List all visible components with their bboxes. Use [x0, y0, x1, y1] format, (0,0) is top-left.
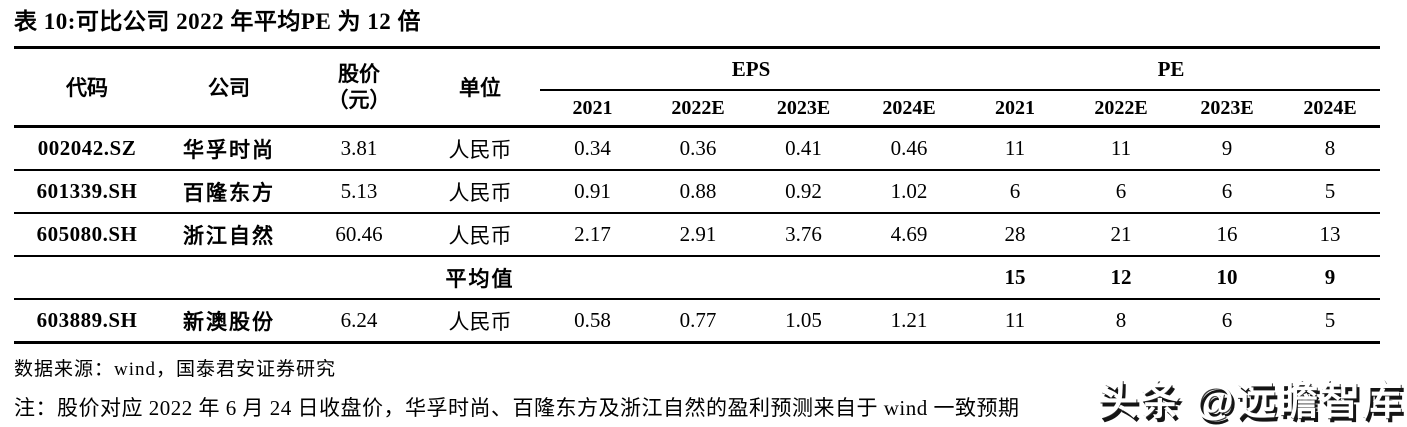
- cell-avg-pe-2024e: 9: [1324, 265, 1336, 289]
- cell-company: 百隆东方: [183, 180, 275, 205]
- col-group-eps: EPS: [540, 47, 963, 91]
- table-row-xinao: 603889.SH 新澳股份 6.24 人民币 0.58 0.77 1.05 1…: [14, 299, 1381, 343]
- cell-eps-2022e: 0.88: [679, 179, 717, 203]
- cell-eps-2021: 0.91: [574, 179, 611, 203]
- cell-empty: [298, 256, 420, 299]
- col-group-pe: PE: [962, 47, 1381, 91]
- cell-eps-2024e: 4.69: [890, 222, 928, 246]
- table-row-bailong: 601339.SH 百隆东方 5.13 人民币 0.91 0.88 0.92 1…: [14, 170, 1381, 213]
- comparable-companies-table: 代码 公司 股价 （元） 单位 EPS PE 2021 2022E 2023E …: [14, 46, 1381, 344]
- cell-unit: 人民币: [448, 137, 512, 162]
- col-header-pe-2022e: 2022E: [1068, 90, 1175, 128]
- cell-unit: 人民币: [448, 223, 512, 248]
- cell-code: 603889.SH: [36, 308, 138, 332]
- header-group-row: 代码 公司 股价 （元） 单位 EPS PE: [14, 47, 1381, 128]
- cell-code: 605080.SH: [36, 222, 138, 246]
- cell-pe-2024e: 13: [1319, 222, 1341, 246]
- cell-eps-2024e: 1.02: [890, 179, 928, 203]
- cell-empty: [856, 256, 962, 299]
- cell-pe-2023e: 6: [1221, 179, 1233, 203]
- cell-price: 6.24: [340, 308, 378, 332]
- cell-pe-2022e: 6: [1115, 179, 1127, 203]
- cell-company: 新澳股份: [183, 309, 275, 334]
- cell-eps-2024e: 1.21: [890, 308, 928, 332]
- col-header-price: 股价 （元）: [298, 47, 420, 128]
- cell-unit: 人民币: [448, 309, 512, 334]
- cell-eps-2022e: 0.77: [679, 308, 717, 332]
- cell-pe-2024e: 5: [1324, 179, 1336, 203]
- cell-pe-2021: 6: [1009, 179, 1021, 203]
- cell-pe-2023e: 16: [1216, 222, 1238, 246]
- cell-pe-2021: 11: [1004, 308, 1026, 332]
- cell-empty: [14, 256, 160, 299]
- cell-code: 002042.SZ: [37, 136, 137, 160]
- cell-company: 浙江自然: [183, 223, 275, 248]
- cell-eps-2023e: 0.92: [785, 179, 822, 203]
- cell-pe-2023e: 9: [1221, 136, 1233, 160]
- cell-price: 60.46: [335, 222, 383, 246]
- cell-empty: [751, 256, 856, 299]
- cell-pe-2021: 28: [1004, 222, 1026, 246]
- col-header-price-line1: 股价: [338, 62, 380, 86]
- cell-eps-2022e: 2.91: [679, 222, 717, 246]
- cell-company: 华孚时尚: [183, 137, 275, 162]
- table-row-huafu: 002042.SZ 华孚时尚 3.81 人民币 0.34 0.36 0.41 0…: [14, 127, 1381, 170]
- col-header-pe-2024e: 2024E: [1280, 90, 1381, 128]
- col-header-eps-2023e: 2023E: [751, 90, 856, 128]
- cell-empty: [540, 256, 645, 299]
- cell-pe-2023e: 6: [1221, 308, 1233, 332]
- col-header-pe-2021: 2021: [962, 90, 1069, 128]
- col-header-pe-2023e: 2023E: [1174, 90, 1281, 128]
- cell-unit: 人民币: [448, 180, 512, 205]
- cell-average-label: 平均值: [445, 266, 515, 291]
- table-row-average: 平均值 15 12 10 9: [14, 256, 1381, 299]
- cell-pe-2022e: 11: [1110, 136, 1132, 160]
- footnote-line: 注：股价对应 2022 年 6 月 24 日收盘价，华孚时尚、百隆东方及浙江自然…: [14, 396, 1020, 420]
- cell-eps-2021: 0.58: [574, 308, 611, 332]
- cell-eps-2023e: 1.05: [785, 308, 822, 332]
- cell-pe-2021: 11: [1004, 136, 1026, 160]
- cell-pe-2022e: 21: [1110, 222, 1132, 246]
- header-year-row: 2021 2022E 2023E 2024E 2021 2022E 2023E …: [14, 90, 1381, 128]
- table-title: 表 10:可比公司 2022 年平均PE 为 12 倍: [14, 9, 422, 34]
- cell-empty: [645, 256, 751, 299]
- cell-pe-2024e: 8: [1324, 136, 1336, 160]
- cell-pe-2024e: 5: [1324, 308, 1336, 332]
- cell-eps-2021: 2.17: [574, 222, 611, 246]
- col-header-unit: 单位: [420, 47, 540, 128]
- cell-eps-2022e: 0.36: [679, 136, 717, 160]
- cell-price: 5.13: [340, 179, 378, 203]
- col-header-price-line2: （元）: [327, 88, 391, 112]
- watermark-toutiao: 头条 @远瞻智库: [1097, 379, 1404, 423]
- cell-code: 601339.SH: [36, 179, 138, 203]
- cell-avg-pe-2023e: 10: [1216, 265, 1238, 289]
- cell-eps-2021: 0.34: [574, 136, 611, 160]
- col-header-eps-2024e: 2024E: [856, 90, 963, 128]
- cell-eps-2024e: 0.46: [890, 136, 928, 160]
- col-header-eps-2021: 2021: [540, 90, 645, 128]
- col-header-code: 代码: [14, 47, 160, 128]
- cell-pe-2022e: 8: [1115, 308, 1127, 332]
- col-header-company: 公司: [160, 47, 298, 128]
- data-source-line: 数据来源：wind，国泰君安证券研究: [14, 359, 337, 380]
- table-row-zhejiang: 605080.SH 浙江自然 60.46 人民币 2.17 2.91 3.76 …: [14, 213, 1381, 256]
- col-header-eps-2022e: 2022E: [645, 90, 751, 128]
- cell-price: 3.81: [340, 136, 378, 160]
- cell-avg-pe-2022e: 12: [1110, 265, 1132, 289]
- cell-avg-pe-2021: 15: [1004, 265, 1026, 289]
- cell-empty: [160, 256, 298, 299]
- cell-eps-2023e: 3.76: [785, 222, 822, 246]
- cell-eps-2023e: 0.41: [785, 136, 822, 160]
